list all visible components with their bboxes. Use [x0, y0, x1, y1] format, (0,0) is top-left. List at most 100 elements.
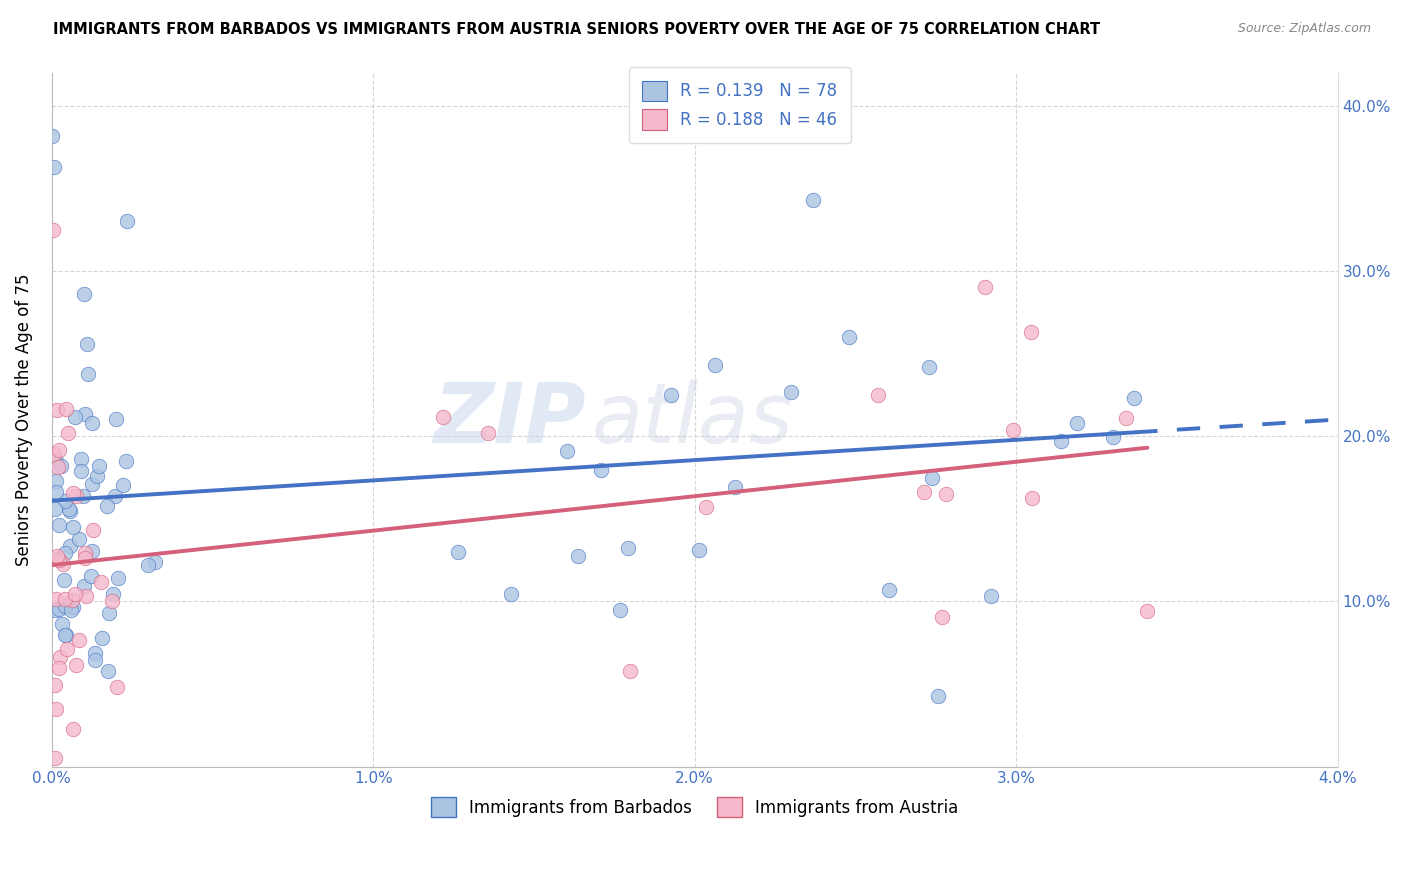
Point: [780, 384, 803, 399]
Point: [51, 557, 73, 571]
Point: [67, 632, 90, 647]
Point: [46, 459, 69, 474]
Point: [927, 689, 949, 703]
Point: [866, 388, 889, 402]
Point: [62, 599, 84, 614]
Point: [86, 469, 108, 483]
Point: [45, 484, 67, 499]
Point: [83, 652, 105, 666]
Point: [82, 523, 104, 537]
Point: [53, 628, 76, 642]
Point: [143, 555, 166, 569]
Point: [44, 678, 66, 692]
Point: [1021, 325, 1043, 339]
Point: [48, 661, 70, 675]
Point: [921, 471, 943, 485]
Point: [58, 501, 80, 516]
Point: [104, 412, 127, 426]
Point: [931, 610, 953, 624]
Point: [136, 558, 159, 573]
Point: [609, 603, 631, 617]
Point: [115, 454, 138, 468]
Point: [1066, 416, 1088, 430]
Point: [49, 650, 72, 665]
Point: [115, 214, 138, 228]
Point: [48, 443, 70, 458]
Point: [55, 546, 77, 560]
Point: [105, 680, 128, 694]
Point: [52, 573, 75, 587]
Point: [65, 490, 87, 504]
Point: [73, 579, 96, 593]
Point: [59, 602, 82, 616]
Point: [48, 517, 70, 532]
Point: [48, 553, 70, 567]
Point: [44, 447, 66, 461]
Text: Source: ZipAtlas.com: Source: ZipAtlas.com: [1237, 22, 1371, 36]
Point: [499, 586, 522, 600]
Point: [589, 463, 612, 477]
Point: [111, 478, 134, 492]
Point: [72, 287, 94, 301]
Point: [838, 330, 860, 344]
Point: [60, 593, 83, 607]
Point: [659, 388, 682, 402]
Point: [90, 631, 112, 645]
Point: [1021, 491, 1043, 505]
Point: [51, 616, 73, 631]
Point: [1136, 604, 1159, 618]
Y-axis label: Seniors Poverty Over the Age of 75: Seniors Poverty Over the Age of 75: [15, 274, 32, 566]
Text: atlas: atlas: [592, 379, 793, 460]
Point: [75, 407, 97, 421]
Point: [82, 477, 104, 491]
Point: [46, 549, 69, 564]
Point: [912, 485, 935, 500]
Point: [44, 502, 66, 516]
Point: [53, 494, 76, 508]
Point: [695, 500, 717, 514]
Point: [45, 454, 67, 468]
Point: [80, 544, 103, 558]
Point: [918, 359, 941, 374]
Point: [97, 606, 120, 620]
Point: [97, 664, 120, 678]
Point: [46, 402, 69, 417]
Point: [96, 499, 118, 513]
Point: [44, 603, 66, 617]
Point: [1049, 434, 1071, 449]
Point: [55, 628, 77, 642]
Point: [44, 751, 66, 765]
Point: [75, 589, 97, 603]
Text: IMMIGRANTS FROM BARBADOS VS IMMIGRANTS FROM AUSTRIA SENIORS POVERTY OVER THE AGE: IMMIGRANTS FROM BARBADOS VS IMMIGRANTS F…: [53, 22, 1101, 37]
Legend: Immigrants from Barbados, Immigrants from Austria: Immigrants from Barbados, Immigrants fro…: [425, 790, 966, 824]
Point: [55, 402, 77, 417]
Point: [801, 194, 824, 208]
Point: [101, 587, 124, 601]
Point: [83, 646, 105, 660]
Point: [59, 540, 82, 554]
Point: [63, 587, 86, 601]
Point: [723, 480, 745, 494]
Point: [980, 590, 1002, 604]
Point: [45, 701, 67, 715]
Point: [477, 425, 499, 440]
Point: [49, 459, 72, 474]
Point: [53, 599, 76, 614]
Point: [62, 520, 84, 534]
Point: [104, 489, 127, 503]
Text: ZIP: ZIP: [433, 379, 585, 460]
Point: [59, 503, 82, 517]
Point: [42, 223, 65, 237]
Point: [90, 575, 112, 590]
Point: [62, 722, 84, 736]
Point: [101, 594, 124, 608]
Point: [45, 475, 67, 489]
Point: [619, 664, 641, 678]
Point: [555, 444, 578, 458]
Point: [80, 568, 103, 582]
Point: [41, 128, 63, 143]
Point: [877, 583, 900, 598]
Point: [567, 549, 589, 564]
Point: [45, 552, 67, 566]
Point: [65, 410, 87, 425]
